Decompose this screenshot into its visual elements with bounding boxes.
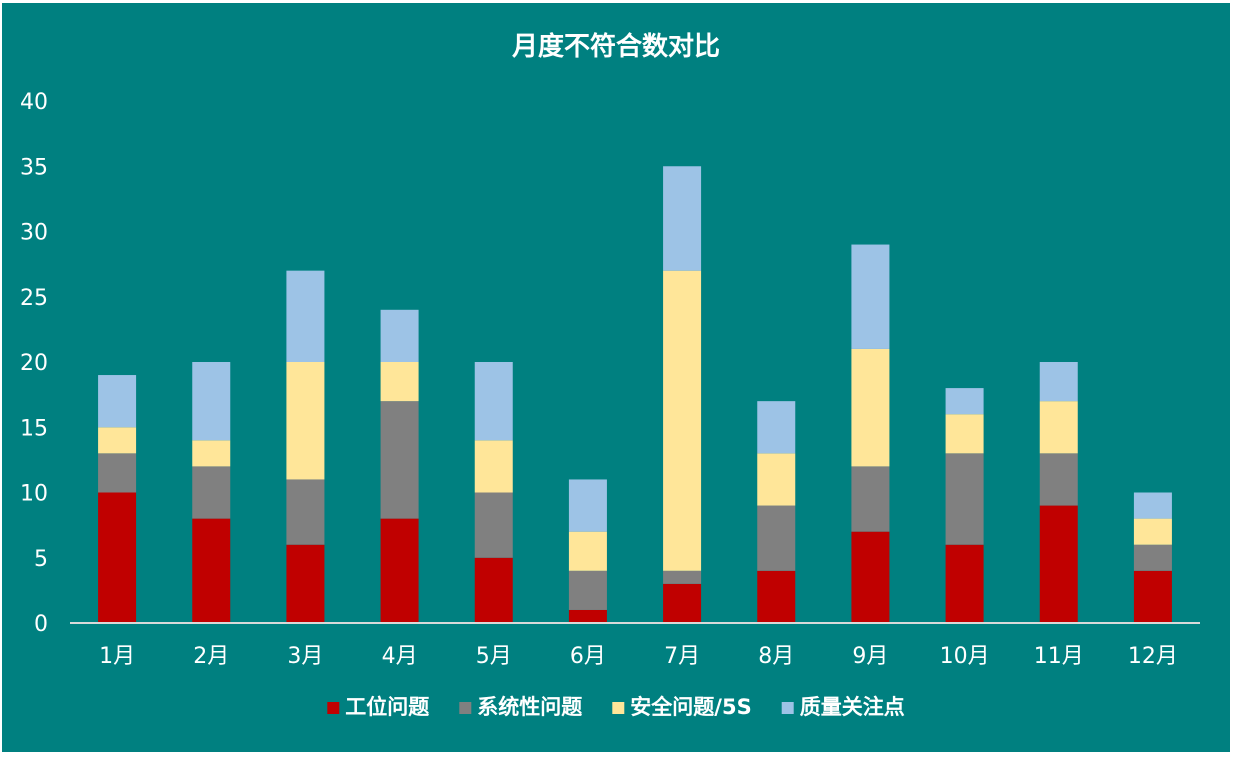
bar-segment-3-2 (380, 362, 419, 402)
y-tick-label: 40 (20, 90, 48, 115)
bar-segment-3-3 (380, 309, 419, 362)
bar-segment-2-1 (286, 479, 325, 545)
y-tick-label: 15 (20, 416, 48, 441)
bar-segment-3-1 (380, 401, 419, 519)
bar-segment-0-3 (98, 375, 137, 428)
bar-segment-3-0 (380, 518, 419, 623)
y-tick-label: 0 (34, 612, 48, 637)
stacked-bar-chart: 月度不符合数对比 0 5 10 15 20 25 30 35 40 1月 2月 3月 4月 5月 6月 7月… (20, 31, 1200, 719)
y-axis-ticks: 0 5 10 15 20 25 30 35 40 (20, 90, 48, 637)
y-tick-label: 10 (20, 482, 48, 507)
bar-segment-5-1 (568, 570, 607, 610)
bar-segment-9-1 (945, 453, 984, 545)
bar-segment-4-1 (474, 492, 513, 558)
bar-segment-6-2 (663, 270, 702, 571)
legend-item: 质量关注点 (781, 695, 905, 719)
bar-segment-5-2 (568, 531, 607, 571)
legend-item: 系统性问题 (459, 695, 583, 719)
bar-segment-5-0 (568, 609, 607, 623)
bar-series (98, 166, 1172, 623)
bar-segment-4-3 (474, 362, 513, 441)
x-axis-ticks: 1月 2月 3月 4月 5月 6月 7月 8月 9月 10月 11月 12月 (99, 644, 1178, 669)
bar-segment-10-2 (1039, 401, 1078, 454)
legend-label: 系统性问题 (477, 695, 583, 719)
bar-segment-9-3 (945, 388, 984, 415)
bar-segment-1-2 (192, 440, 231, 467)
legend-label: 质量关注点 (800, 695, 905, 719)
bar-segment-7-3 (757, 401, 796, 454)
bar-segment-2-3 (286, 270, 325, 362)
bar-segment-5-3 (568, 479, 607, 532)
bar-segment-0-2 (98, 427, 137, 454)
legend-label: 工位问题 (345, 695, 430, 719)
bar-segment-2-2 (286, 362, 325, 480)
x-tick-label: 8月 (758, 644, 794, 669)
bar-segment-6-3 (663, 166, 702, 271)
x-tick-label: 10月 (940, 644, 990, 669)
bar-segment-1-0 (192, 518, 231, 623)
bar-segment-10-1 (1039, 453, 1078, 506)
bar-segment-7-1 (757, 505, 796, 571)
bar-segment-11-0 (1133, 570, 1172, 623)
x-tick-label: 4月 (382, 644, 418, 669)
y-tick-label: 25 (20, 286, 48, 311)
y-tick-label: 35 (20, 155, 48, 180)
bar-segment-0-0 (98, 492, 137, 623)
bar-segment-9-0 (945, 544, 984, 623)
bar-segment-8-2 (851, 348, 890, 467)
bar-segment-4-2 (474, 440, 513, 493)
x-tick-label: 1月 (99, 644, 135, 669)
x-tick-label: 6月 (570, 644, 606, 669)
chart-title: 月度不符合数对比 (511, 31, 720, 62)
x-tick-label: 9月 (852, 644, 888, 669)
x-tick-label: 2月 (193, 644, 229, 669)
x-tick-label: 12月 (1128, 644, 1178, 669)
bar-segment-1-1 (192, 466, 231, 519)
bar-segment-10-3 (1039, 362, 1078, 402)
bar-segment-7-0 (757, 570, 796, 623)
bar-segment-2-0 (286, 544, 325, 623)
bar-segment-1-3 (192, 362, 231, 441)
legend-swatch (781, 702, 794, 714)
bar-segment-7-2 (757, 453, 796, 506)
bar-segment-0-1 (98, 453, 137, 493)
legend: 工位问题 系统性问题 安全问题/5S 质量关注点 (327, 695, 905, 719)
bar-segment-6-1 (663, 570, 702, 584)
x-tick-label: 7月 (664, 644, 700, 669)
bar-segment-11-2 (1133, 518, 1172, 545)
bar-segment-6-0 (663, 583, 702, 623)
y-tick-label: 30 (20, 221, 48, 246)
x-tick-label: 3月 (287, 644, 323, 669)
bar-segment-11-1 (1133, 544, 1172, 571)
bar-segment-8-0 (851, 531, 890, 623)
bar-segment-8-1 (851, 466, 890, 532)
legend-swatch (459, 702, 472, 714)
legend-item: 工位问题 (327, 695, 430, 719)
legend-item: 安全问题/5S (612, 695, 752, 719)
legend-swatch (327, 702, 340, 714)
legend-label: 安全问题/5S (630, 695, 751, 719)
x-tick-label: 5月 (476, 644, 512, 669)
bar-segment-9-2 (945, 414, 984, 454)
bar-segment-4-0 (474, 557, 513, 623)
bar-segment-11-3 (1133, 492, 1172, 519)
legend-swatch (612, 702, 625, 714)
y-tick-label: 20 (20, 351, 48, 376)
x-tick-label: 11月 (1034, 644, 1084, 669)
chart-container: 月度不符合数对比 0 5 10 15 20 25 30 35 40 1月 2月 3月 4月 5月 6月 7月… (2, 3, 1230, 752)
bar-segment-8-3 (851, 244, 890, 349)
bar-segment-10-0 (1039, 505, 1078, 623)
y-tick-label: 5 (34, 547, 48, 572)
